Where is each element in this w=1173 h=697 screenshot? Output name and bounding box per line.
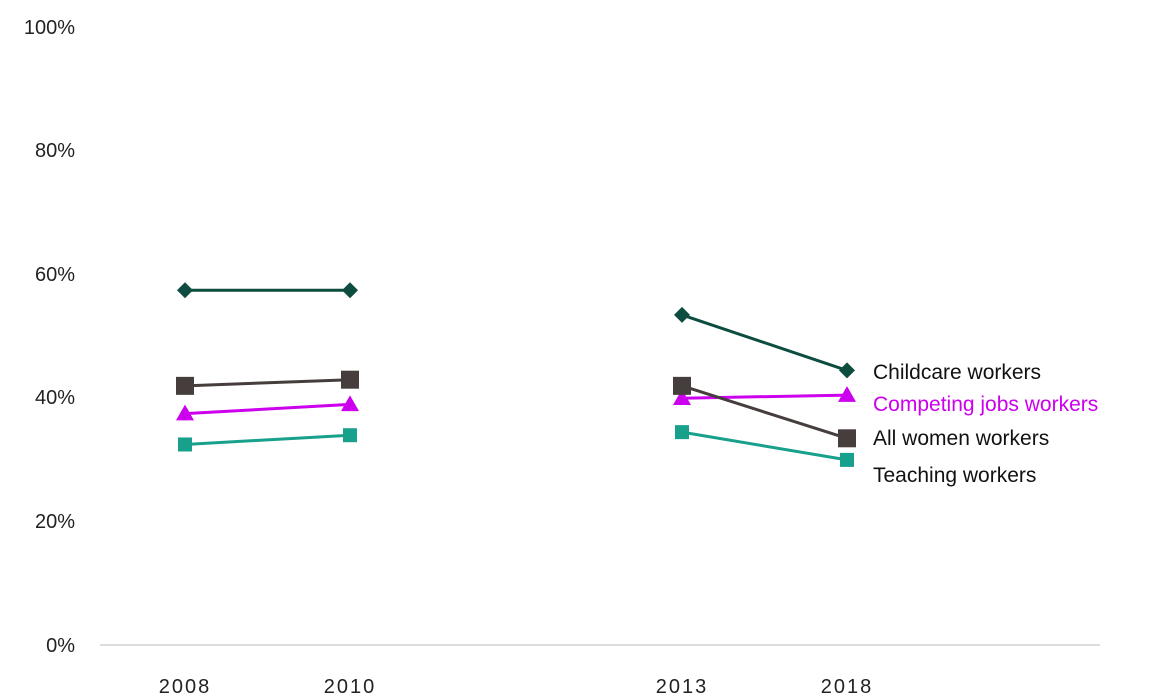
data-point-marker (674, 306, 690, 323)
x-tick-label: 2008 (159, 676, 212, 697)
data-point-marker (176, 404, 194, 421)
data-point-marker (838, 429, 856, 448)
series-teaching-workers (178, 425, 854, 467)
series-line-segment (681, 393, 848, 400)
series-line-segment (184, 433, 351, 446)
data-point-marker (838, 386, 856, 402)
x-axis-ticks: 2008 2010 2013 2018 (159, 676, 874, 697)
data-point-marker (177, 282, 193, 299)
series-line-segment (681, 313, 848, 372)
x-tick-label: 2010 (324, 676, 377, 697)
data-point-marker (341, 370, 359, 389)
y-tick-label: 80% (35, 140, 75, 162)
y-tick-label: 100% (24, 17, 75, 39)
series-line-segment (184, 402, 351, 416)
data-point-marker (343, 428, 357, 443)
y-tick-label: 20% (35, 511, 75, 533)
y-tick-label: 0% (46, 635, 75, 657)
plot-area (176, 282, 856, 467)
series-label-teaching-workers: Teaching workers (873, 464, 1036, 487)
series-line-segment (681, 430, 848, 462)
x-tick-label: 2013 (656, 676, 709, 697)
series-label-competing-jobs-workers: Competing jobs workers (873, 393, 1098, 416)
data-point-marker (176, 376, 194, 395)
data-point-marker (840, 452, 854, 467)
series-label-childcare-workers: Childcare workers (873, 361, 1041, 384)
data-point-marker (839, 362, 855, 379)
y-tick-label: 40% (35, 387, 75, 409)
series-label-all-women-workers: All women workers (873, 427, 1049, 450)
series-line-segment (184, 378, 351, 388)
series-childcare-workers (177, 282, 855, 379)
y-tick-label: 60% (35, 264, 75, 286)
series-line-segment (681, 384, 848, 440)
data-point-marker (178, 437, 192, 452)
data-point-marker (673, 389, 691, 405)
x-tick-label: 2018 (821, 676, 874, 697)
y-axis-ticks: 0% 20% 40% 60% 80% 100% (24, 17, 75, 657)
data-point-marker (673, 376, 691, 395)
series-labels: Childcare workers Competing jobs workers… (873, 361, 1098, 487)
series-competing-jobs-workers (176, 386, 856, 421)
data-point-marker (342, 282, 358, 299)
data-point-marker (675, 425, 689, 440)
series-all-women-workers (176, 370, 856, 448)
data-point-marker (341, 395, 359, 412)
